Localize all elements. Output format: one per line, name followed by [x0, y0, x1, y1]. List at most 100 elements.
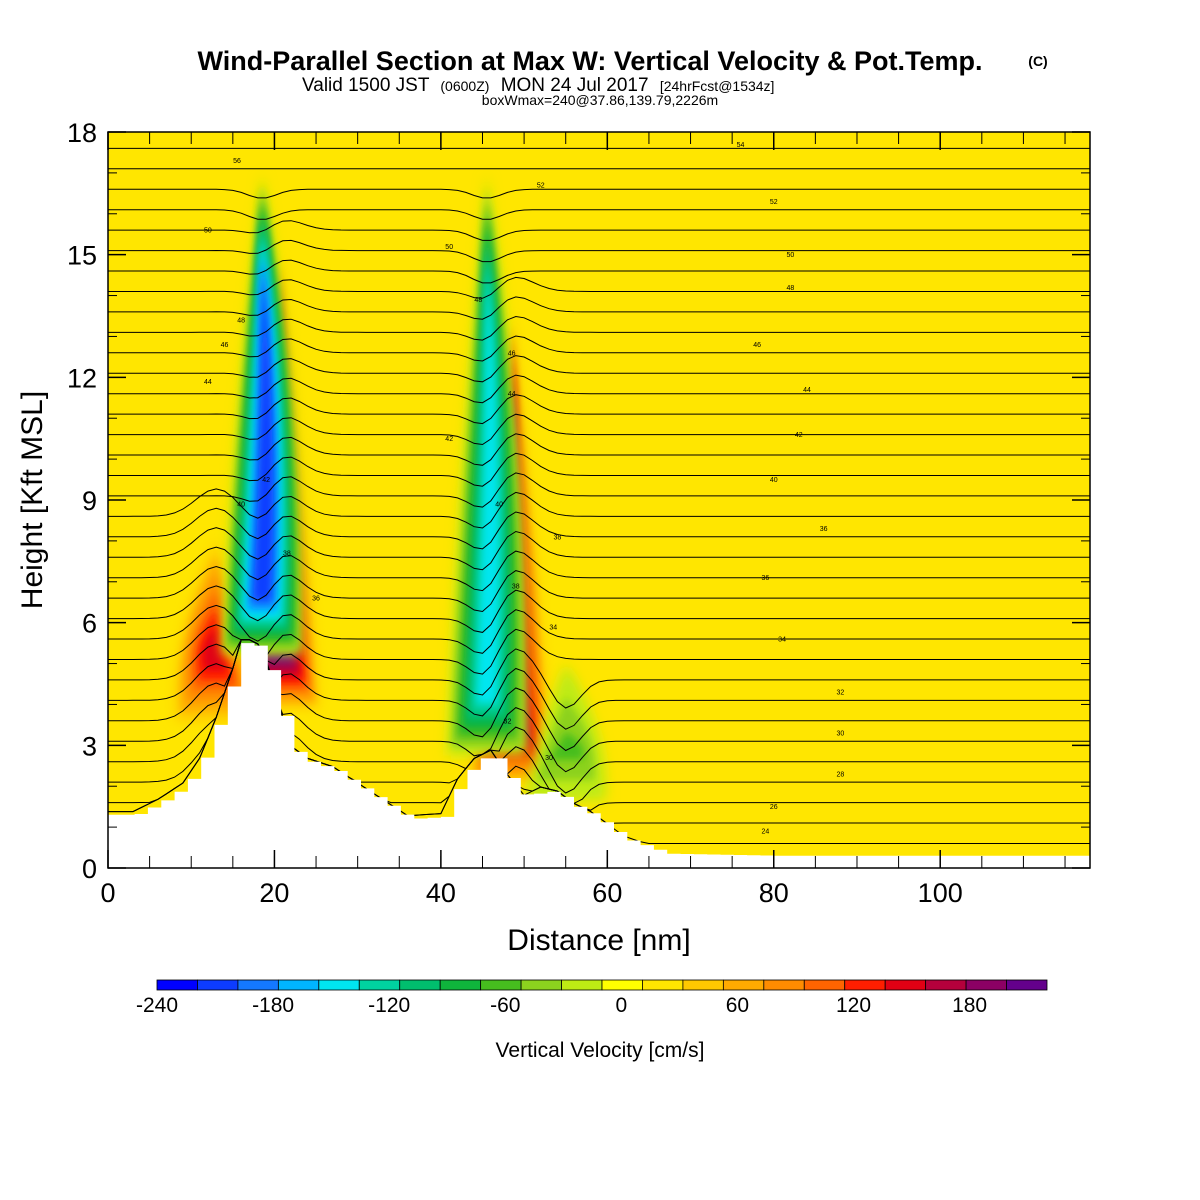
colorbar-swatch [358, 979, 401, 991]
theta-label: 56 [233, 158, 241, 165]
theta-line [108, 335, 1090, 362]
theta-line [108, 527, 1090, 571]
updraft-3 [175, 540, 257, 721]
colorbar-swatch [965, 979, 1007, 991]
theta-line [108, 315, 1090, 341]
y-tick-label: 18 [67, 118, 97, 148]
colorbar-swatch [722, 979, 765, 991]
x-tick-label: 100 [918, 878, 963, 908]
theta-label: 24 [762, 829, 770, 836]
theta-line [108, 639, 1090, 709]
theta-label: 38 [553, 534, 561, 541]
colorbar-swatch [763, 979, 805, 991]
theta-label: 34 [778, 637, 786, 644]
theta-label: 52 [770, 199, 778, 206]
y-tick-label: 9 [82, 486, 97, 516]
y-tick-label: 15 [67, 241, 97, 271]
x-axis-label: Distance [nm] [507, 924, 690, 957]
theta-line [108, 507, 1090, 550]
colorbar-tick-label: 60 [726, 994, 749, 1017]
y-tick-label: 12 [67, 363, 97, 393]
theta-label: 50 [787, 252, 795, 259]
terrain [108, 643, 1090, 868]
theta-contour-labels: 50 50 50 56 52 52 54 48 48 48 46 46 46 44 44 44 42 42 42 40… [204, 142, 844, 836]
theta-label: 38 [512, 583, 520, 590]
theta-label: 44 [803, 387, 811, 394]
theta-label: 36 [820, 526, 828, 533]
chart-title: Wind-Parallel Section at Max W: Vertical… [198, 46, 983, 76]
y-tick-label: 0 [82, 854, 97, 884]
theta-line [108, 239, 1090, 263]
colorbar-swatch [925, 979, 967, 991]
theta-line [108, 220, 1090, 241]
theta-label: 30 [545, 755, 553, 762]
theta-line [108, 604, 1090, 654]
y-tick-label: 3 [82, 731, 97, 761]
theta-label: 44 [204, 379, 212, 386]
theta-line [108, 452, 1090, 487]
colorbar-tick-label: -60 [490, 994, 520, 1017]
colorbar-swatch [520, 979, 562, 991]
theta-line [108, 413, 1090, 446]
x-tick-label: 20 [259, 878, 289, 908]
colorbar-tick-label: 0 [616, 994, 628, 1017]
theta-label: 42 [795, 432, 803, 439]
colorbar-swatch [884, 979, 927, 991]
theta-label: 38 [283, 551, 291, 558]
theta-label: 40 [770, 477, 778, 484]
colorbar-swatch [318, 979, 360, 991]
theta-line [108, 565, 1090, 613]
theta-line [108, 259, 1090, 284]
colorbar-swatch [197, 979, 239, 991]
x-tick-label: 40 [426, 878, 456, 908]
theta-label: 50 [204, 228, 212, 235]
colorbar-swatch [642, 979, 684, 991]
colorbar-swatch [561, 979, 603, 991]
theta-line [108, 355, 1090, 383]
colorbar-swatch [601, 979, 643, 991]
theta-label: 48 [237, 318, 245, 325]
theta-label: 46 [753, 342, 761, 349]
theta-label: 36 [762, 575, 770, 582]
theta-line [108, 488, 1090, 529]
x-tick-label: 0 [100, 878, 115, 908]
colorbar-swatch [156, 979, 198, 991]
theta-line [108, 374, 1090, 404]
colorbar-swatch [844, 979, 886, 991]
colorbar-swatch [439, 979, 482, 991]
colorbar-swatch [682, 979, 724, 991]
colorbar-label: Vertical Velocity [cm/s] [496, 1039, 705, 1062]
x-tick-label: 60 [592, 878, 622, 908]
box-info: boxWmax=240@37.86,139.79,2226m [482, 92, 718, 108]
theta-label: 54 [737, 142, 745, 149]
theta-label: 42 [445, 436, 453, 443]
colorbar-swatch [399, 979, 441, 991]
colorbar-swatch [277, 979, 320, 991]
copyright-mark: (C) [1028, 53, 1047, 69]
theta-label: 30 [836, 731, 844, 738]
theta-line [108, 188, 1090, 199]
theta-label: 46 [508, 350, 516, 357]
colorbar: -240 -180 -120 -60 0 60 120 180 [136, 979, 1048, 1017]
axes: 0 20 40 60 80 100 0 36 9 12 15 18 [67, 118, 1090, 908]
theta-line [108, 585, 1090, 633]
downdraft-2-contour [476, 260, 499, 703]
theta-line [108, 394, 1090, 425]
theta-line [108, 276, 1090, 299]
colorbar-tick-label: -240 [136, 994, 178, 1017]
theta-line [108, 296, 1090, 320]
updraft-3-contour [202, 626, 228, 670]
theta-line [108, 209, 1090, 220]
downdraft-3-contour [549, 731, 584, 760]
theta-label: 32 [836, 690, 844, 697]
x-tick-label: 80 [759, 878, 789, 908]
velocity-field [175, 172, 607, 801]
theta-label: 46 [221, 342, 229, 349]
theta-label: 36 [312, 596, 320, 603]
theta-line [108, 624, 1090, 675]
theta-line [108, 546, 1090, 592]
theta-line [108, 472, 1090, 508]
downdraft-1-contour [253, 264, 273, 601]
theta-label: 48 [474, 297, 482, 304]
